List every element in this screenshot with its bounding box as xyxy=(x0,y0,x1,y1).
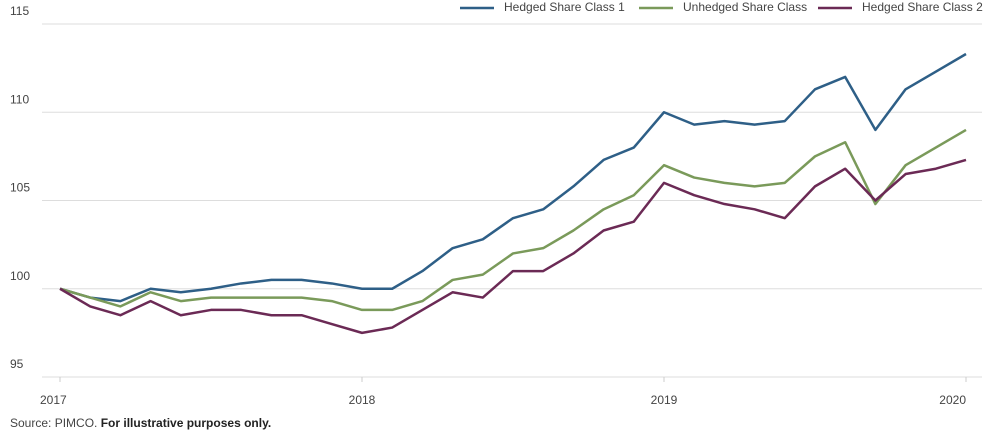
y-tick-label: 115 xyxy=(10,4,29,18)
series-line xyxy=(59,158,967,335)
source: Source: PIMCO. For illustrative purposes… xyxy=(10,416,271,430)
y-tick-label: 110 xyxy=(10,92,29,106)
note: For illustrative purposes only. xyxy=(101,416,271,430)
x-tick-label: 2018 xyxy=(349,393,376,407)
y-tick-label: 105 xyxy=(10,181,30,195)
y-tick-label: 100 xyxy=(10,269,30,283)
x-tick-label: 2019 xyxy=(651,393,678,407)
series-line xyxy=(59,128,967,312)
source-text: Source: PIMCO. xyxy=(10,416,97,430)
x-tick-label: 2020 xyxy=(939,393,966,407)
x-tick-label: 2017 xyxy=(40,393,67,407)
legend-label: Hedged Share Class 2 xyxy=(862,0,983,14)
legend-label: Unhedged Share Class xyxy=(683,0,807,14)
legend-label: Hedged Share Class 1 xyxy=(504,0,625,14)
series-line xyxy=(59,52,967,303)
y-tick-label: 95 xyxy=(10,357,24,371)
